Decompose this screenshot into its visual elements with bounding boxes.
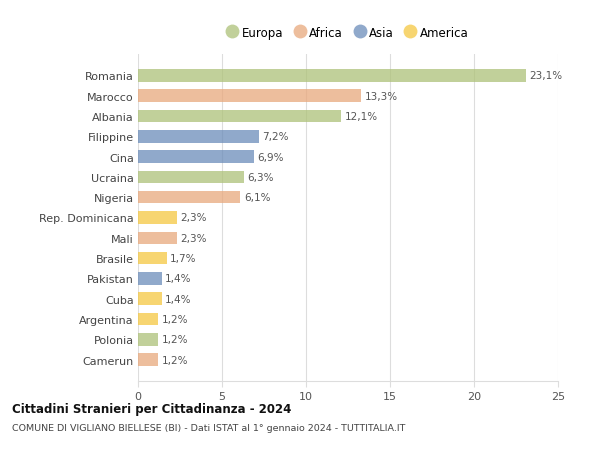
Text: Cittadini Stranieri per Cittadinanza - 2024: Cittadini Stranieri per Cittadinanza - 2… — [12, 403, 292, 415]
Text: 23,1%: 23,1% — [529, 71, 563, 81]
Bar — [138, 111, 341, 123]
Text: 13,3%: 13,3% — [365, 91, 398, 101]
Text: 6,9%: 6,9% — [257, 152, 284, 162]
Text: 1,2%: 1,2% — [161, 335, 188, 345]
Text: 12,1%: 12,1% — [344, 112, 378, 122]
Text: 1,2%: 1,2% — [161, 355, 188, 365]
Bar — [138, 151, 254, 163]
Bar — [138, 171, 244, 184]
Text: 2,3%: 2,3% — [180, 233, 206, 243]
Bar — [138, 70, 526, 83]
Text: 1,4%: 1,4% — [165, 294, 191, 304]
Bar — [138, 212, 176, 224]
Text: 1,7%: 1,7% — [170, 253, 196, 263]
Text: 6,1%: 6,1% — [244, 193, 271, 203]
Text: 1,2%: 1,2% — [161, 314, 188, 325]
Text: 1,4%: 1,4% — [165, 274, 191, 284]
Bar — [138, 252, 167, 265]
Bar — [138, 333, 158, 346]
Bar — [138, 313, 158, 325]
Text: 6,3%: 6,3% — [247, 173, 274, 183]
Bar — [138, 273, 161, 285]
Bar — [138, 293, 161, 305]
Text: COMUNE DI VIGLIANO BIELLESE (BI) - Dati ISTAT al 1° gennaio 2024 - TUTTITALIA.IT: COMUNE DI VIGLIANO BIELLESE (BI) - Dati … — [12, 423, 406, 432]
Text: 7,2%: 7,2% — [262, 132, 289, 142]
Bar — [138, 232, 176, 245]
Text: 2,3%: 2,3% — [180, 213, 206, 223]
Bar — [138, 131, 259, 143]
Bar — [138, 90, 361, 103]
Bar — [138, 191, 241, 204]
Bar — [138, 353, 158, 366]
Legend: Europa, Africa, Asia, America: Europa, Africa, Asia, America — [223, 22, 473, 44]
